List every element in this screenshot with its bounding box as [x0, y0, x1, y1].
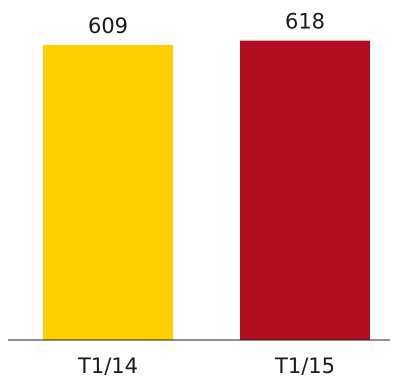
- category-label: T1/14: [77, 354, 138, 378]
- category-labels-group: T1/14 T1/15: [77, 354, 335, 378]
- value-label: 609: [88, 14, 128, 38]
- bar-T1-14: [43, 45, 173, 340]
- value-label: 618: [285, 10, 325, 34]
- bars-group: [43, 40, 370, 340]
- bar-T1-15: [240, 40, 370, 340]
- category-label: T1/15: [274, 354, 335, 378]
- value-labels-group: 609 618: [88, 10, 325, 38]
